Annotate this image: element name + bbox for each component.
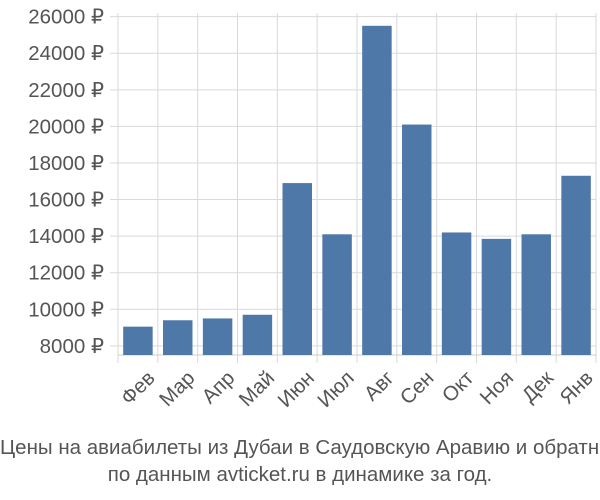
y-tick-label: 20000 ₽ [28, 115, 104, 138]
y-tick-label: 26000 ₽ [28, 6, 104, 29]
y-tick-label: 24000 ₽ [28, 42, 104, 65]
x-tick-label: Янв [555, 366, 597, 408]
bar [202, 318, 233, 355]
x-tick-label: Май [234, 366, 279, 411]
x-tick-label: Окт [438, 366, 479, 407]
x-tick-label: Фев [117, 366, 160, 409]
chart-caption-line-1: Цены на авиабилеты из Дубаи в Саудовскую… [0, 436, 600, 459]
bar [521, 234, 551, 355]
y-tick-label: 22000 ₽ [28, 79, 104, 102]
bar [441, 232, 472, 355]
x-tick-label: Сен [396, 366, 439, 409]
bar [561, 175, 591, 355]
chart-caption-line-2: по данным avticket.ru в динамике за год. [107, 463, 493, 486]
bar [481, 238, 512, 355]
x-tick-label: Апр [197, 366, 239, 408]
y-tick-label: 14000 ₽ [28, 225, 104, 248]
bar [123, 326, 153, 355]
bar-chart: 8000 ₽ 10000 ₽ 12000 ₽ 14000 ₽ 16000 ₽ 18000 … [28, 6, 598, 412]
x-tick-label: Дек [517, 366, 558, 407]
y-tick-label: 18000 ₽ [28, 152, 104, 175]
bar [322, 234, 352, 355]
bar [163, 320, 193, 355]
x-tick-label: Июл [313, 366, 359, 412]
y-tick-label: 16000 ₽ [28, 189, 104, 212]
bar [242, 314, 273, 355]
bar [402, 124, 432, 356]
bar [362, 25, 392, 356]
bar [282, 183, 312, 355]
y-tick-label: 10000 ₽ [28, 298, 104, 321]
y-tick-label: 12000 ₽ [28, 262, 104, 285]
x-tick-label: Ноя [475, 366, 518, 409]
x-tick-label: Авг [360, 366, 399, 405]
x-tick-label: Мар [155, 366, 200, 411]
y-tick-label: 8000 ₽ [40, 335, 104, 358]
x-tick-label: Июн [273, 366, 319, 412]
